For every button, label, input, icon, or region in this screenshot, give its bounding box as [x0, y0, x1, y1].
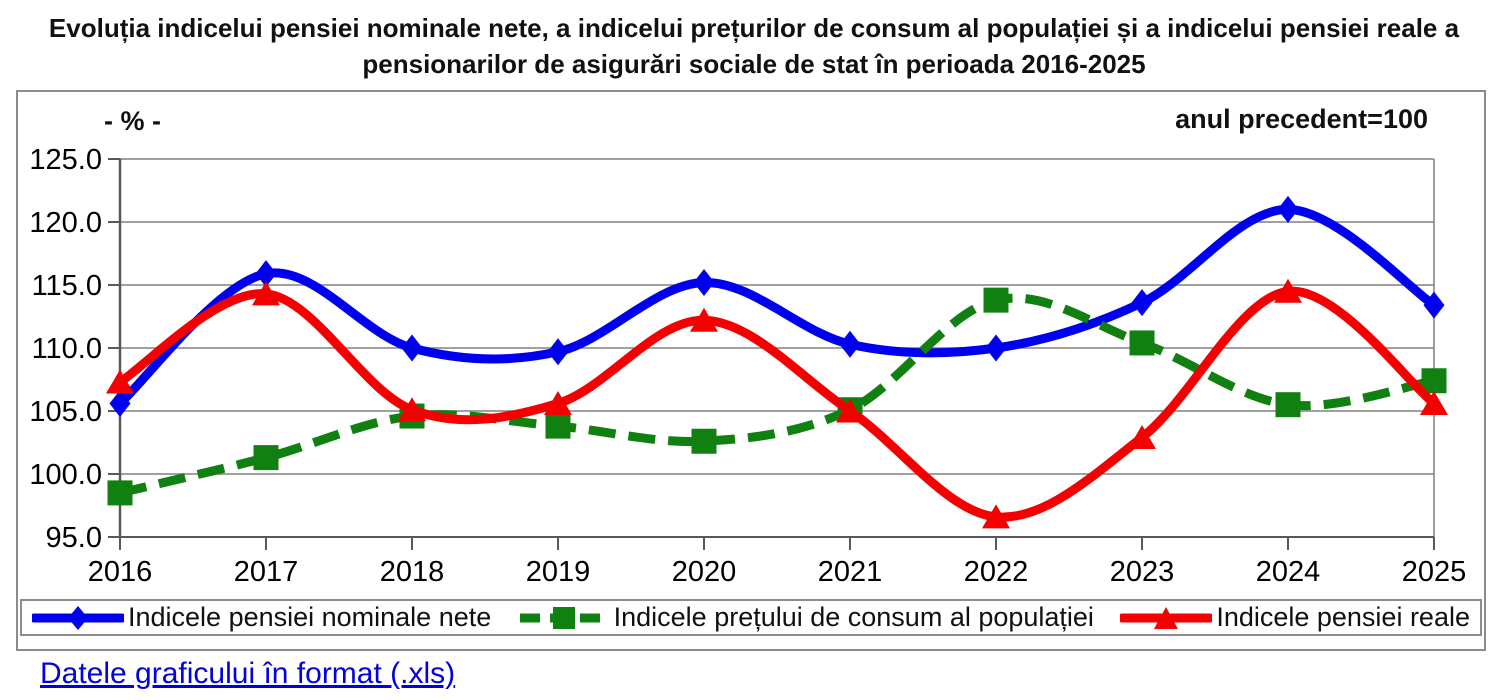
marker-diamond [693, 268, 715, 296]
chart-title-line2: pensionarilor de asigurări sociale de st… [362, 49, 1146, 79]
marker-diamond [1423, 291, 1445, 319]
series-line-diamond [115, 204, 1439, 408]
x-axis-label: 2020 [672, 556, 737, 588]
marker-triangle [690, 307, 718, 332]
marker-triangle [398, 397, 426, 422]
marker-square [1421, 368, 1447, 394]
y-axis-label: 110.0 [32, 333, 102, 365]
legend-swatch-square [552, 606, 575, 629]
marker-diamond [839, 330, 861, 358]
x-axis-label: 2019 [526, 556, 591, 588]
chart-title: Evoluția indicelui pensiei nominale nete… [0, 10, 1508, 82]
marker-diamond [547, 338, 569, 366]
legend-swatch-diamond [68, 605, 88, 630]
legend-entry-cpi: Indicele prețului de consum al populație… [518, 602, 1094, 633]
y-axis-label: 120.0 [29, 207, 102, 239]
marker-triangle [106, 369, 134, 394]
marker-triangle [1420, 390, 1448, 415]
legend-entry-nominal: Indicele pensiei nominale nete [29, 602, 492, 633]
y-axis-label: 95.0 [46, 522, 102, 554]
marker-square [107, 480, 133, 506]
marker-diamond [985, 334, 1007, 362]
base-year-note: anul precedent=100 [1175, 104, 1428, 134]
marker-square [545, 413, 571, 439]
y-axis-label: 100.0 [29, 459, 102, 491]
marker-diamond [1131, 289, 1153, 317]
chart-frame: - % - anul precedent=100 125.0 120.0 115.0… [16, 90, 1486, 651]
marker-diamond [1277, 195, 1299, 223]
y-axis-unit-label: - % - [104, 106, 161, 136]
x-axis-label: 2018 [380, 556, 445, 588]
xls-download-link[interactable]: Datele graficului în format (.xls) [40, 657, 456, 690]
legend-label-cpi: Indicele prețului de consum al populație… [613, 602, 1094, 632]
legend-swatch-svg [29, 605, 127, 630]
x-axis-label: 2025 [1402, 556, 1467, 588]
legend-marker-blue-diamond-icon [29, 603, 127, 633]
legend-swatch-svg [519, 606, 608, 629]
x-axis-label: 2021 [818, 556, 883, 588]
legend-label-real: Indicele pensiei reale [1216, 602, 1470, 632]
marker-square [1275, 392, 1301, 418]
legend-entry-real: Indicele pensiei reale [1117, 602, 1470, 633]
chart-title-line1: Evoluția indicelui pensiei nominale nete… [48, 13, 1460, 43]
marker-triangle [1274, 278, 1302, 303]
x-axis-label: 2023 [1110, 556, 1175, 588]
y-axis-label: 115.0 [32, 270, 102, 302]
series-line-triangle [115, 286, 1439, 522]
x-axis-label: 2024 [1256, 556, 1321, 588]
y-axis-label: 125.0 [29, 144, 102, 176]
legend: Indicele pensiei nominale nete Indicele … [20, 599, 1482, 636]
marker-diamond [255, 260, 277, 288]
legend-swatch-svg [1117, 606, 1215, 629]
y-axis-label: 105.0 [29, 396, 102, 428]
x-axis-label: 2022 [964, 556, 1029, 588]
legend-marker-green-square-icon [518, 603, 610, 633]
marker-triangle [836, 398, 864, 423]
marker-diamond [401, 334, 423, 362]
marker-square [691, 428, 717, 454]
marker-diamond [109, 389, 131, 417]
x-axis-label: 2017 [234, 556, 299, 588]
marker-square [983, 287, 1009, 313]
marker-triangle [982, 504, 1010, 529]
series-line-square [118, 293, 1435, 498]
marker-triangle [252, 281, 280, 306]
marker-square [253, 445, 279, 471]
legend-label-nominal: Indicele pensiei nominale nete [128, 602, 492, 632]
legend-swatch-triangle [1154, 606, 1179, 629]
marker-triangle [1128, 424, 1156, 449]
x-axis-label: 2016 [88, 556, 153, 588]
legend-marker-red-triangle-icon [1117, 603, 1215, 633]
marker-square [1129, 330, 1155, 356]
marker-triangle [544, 390, 572, 415]
